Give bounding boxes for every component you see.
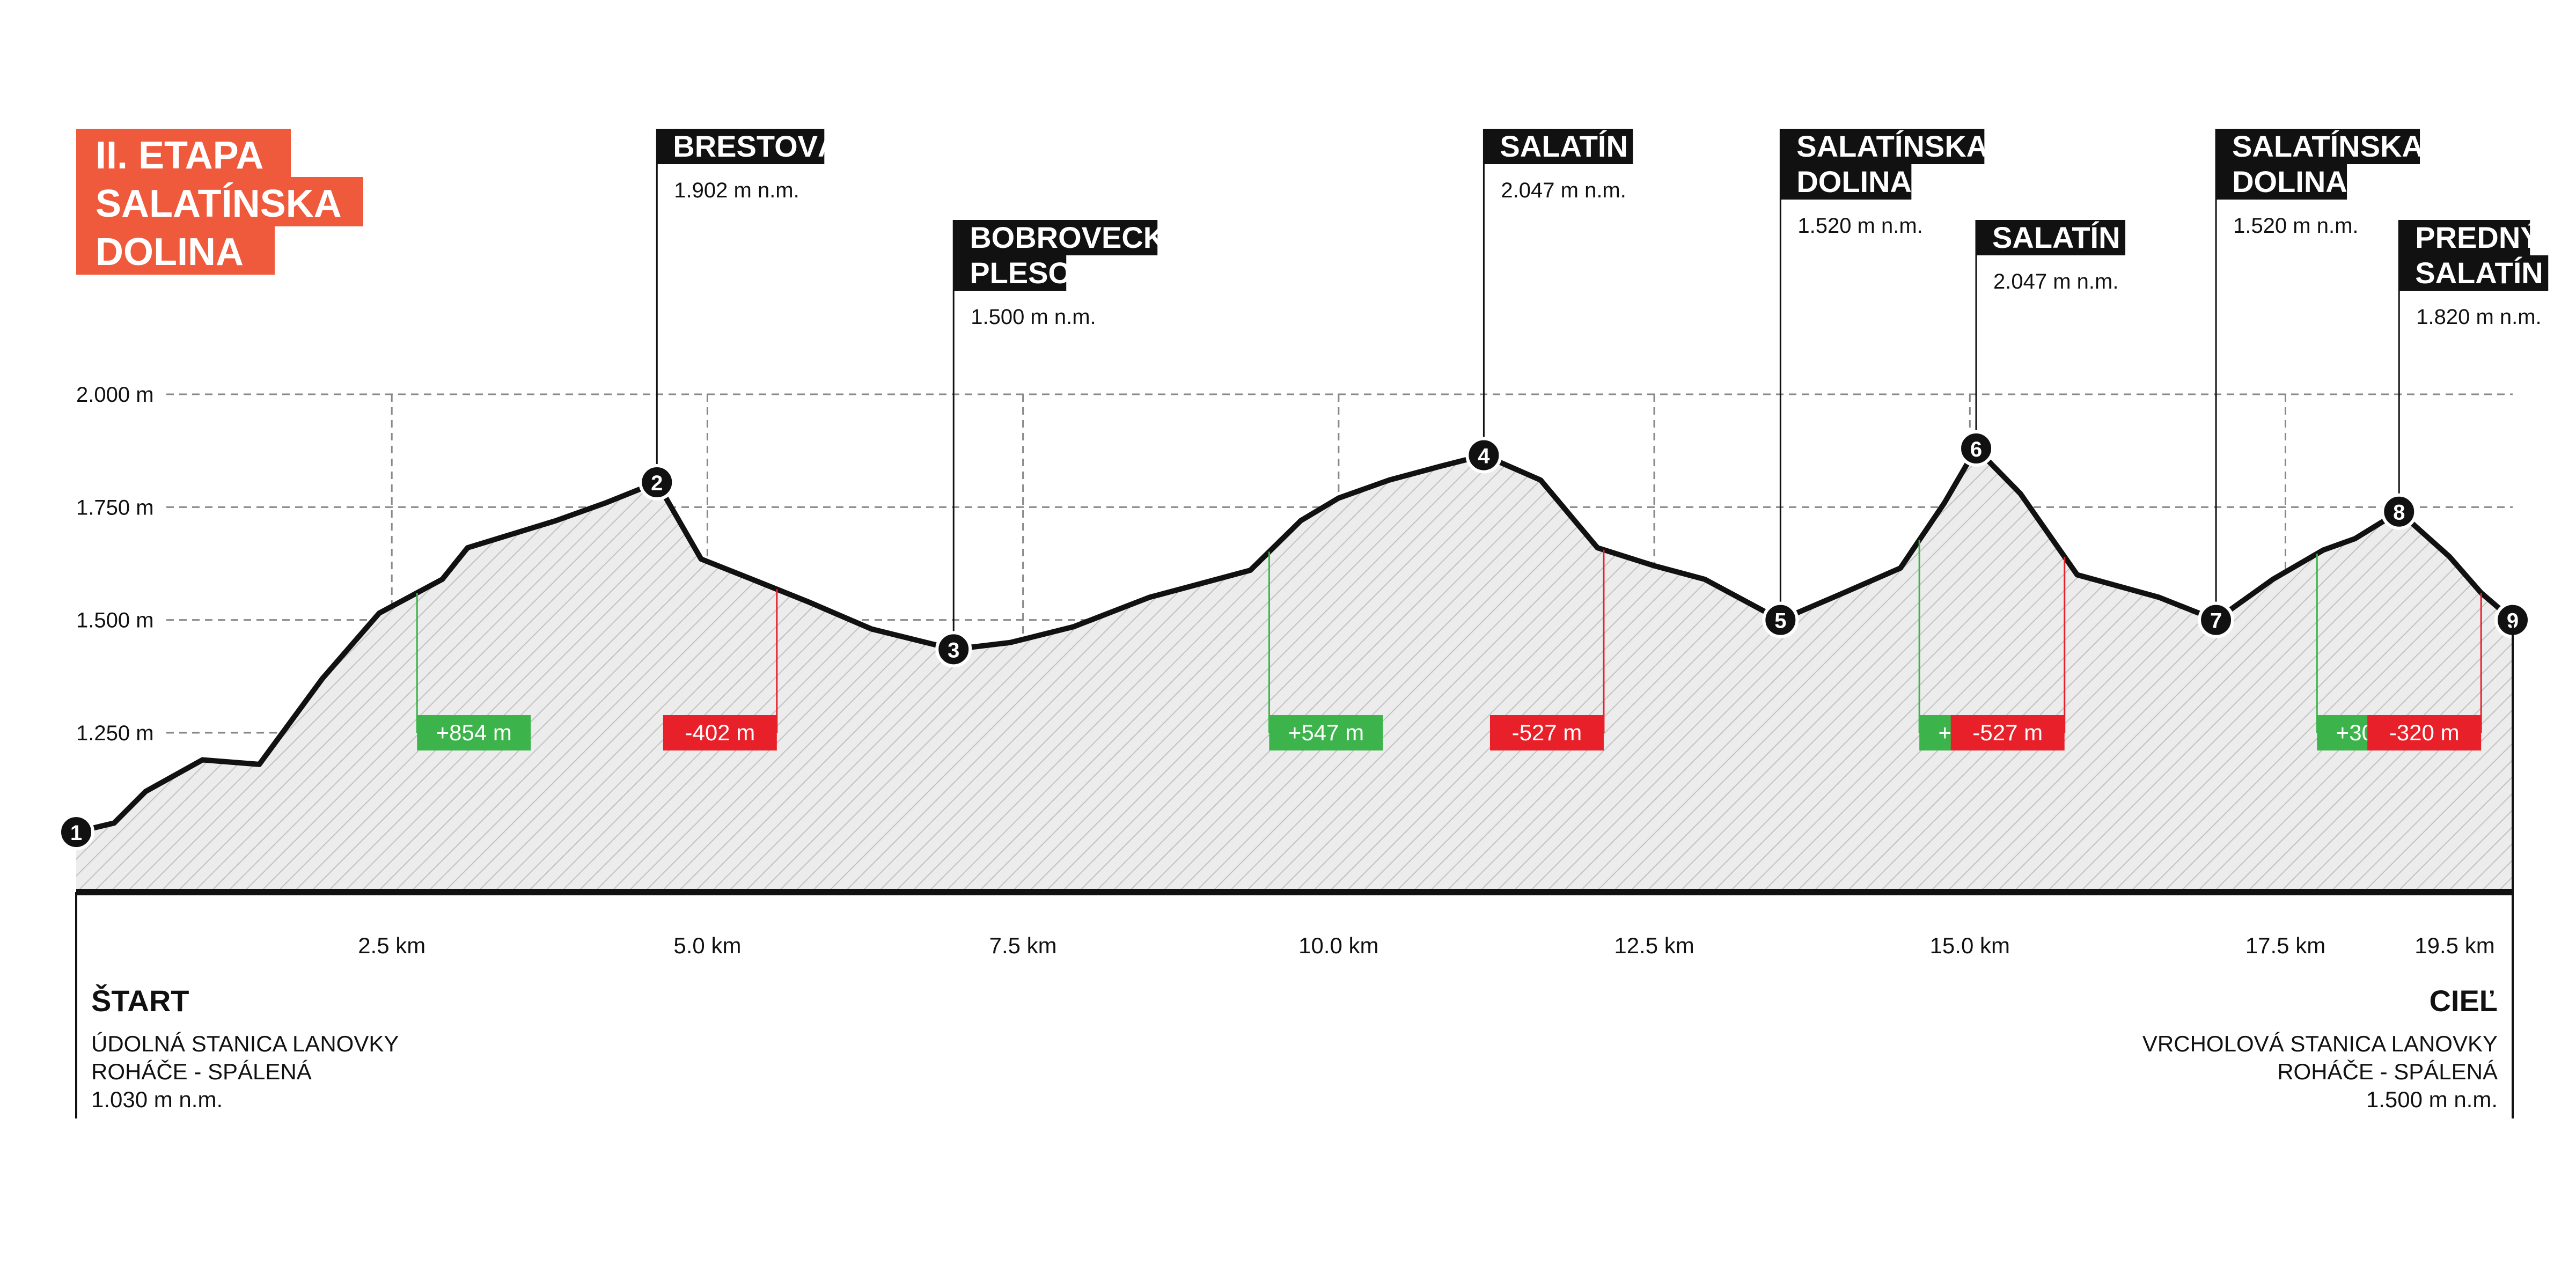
waypoint-marker: [1958, 430, 1995, 467]
stage-title: II. ETAPA SALATÍNSKA DOLINA: [76, 129, 363, 275]
waypoint-name-box: [1780, 164, 1912, 200]
profile-fill: [76, 448, 2513, 892]
y-tick-label: 1.750 m: [76, 496, 154, 519]
waypoint-name-box: [2216, 164, 2347, 200]
waypoint-number: 4: [1478, 445, 1490, 468]
segment-badge-label: -527 m: [1972, 720, 2043, 745]
waypoint-elevation: 1.902 m n.m.: [674, 179, 799, 202]
waypoint-number: 5: [1774, 609, 1786, 633]
title-box: [76, 129, 291, 178]
waypoint-elevation: 2.047 m n.m.: [1993, 270, 2118, 293]
waypoint-number: 6: [1970, 438, 1982, 461]
waypoint-name: SALATÍN: [1500, 129, 1628, 163]
waypoint-name-box: [1484, 129, 1633, 164]
y-tick-label: 2.000 m: [76, 383, 154, 407]
waypoint-name-box: [1976, 220, 2126, 255]
waypoint-name: PLESO: [970, 256, 1072, 290]
footer-info: ŠTART ÚDOLNÁ STANICA LANOVKY ROHÁČE - SPÁL…: [91, 984, 2498, 1112]
waypoint-number: 2: [651, 472, 663, 495]
segment-badge-label: -402 m: [685, 720, 755, 745]
waypoint-marker: [935, 631, 972, 668]
waypoint-name: BRESTOVÁ: [673, 129, 839, 163]
waypoint-number: 3: [948, 638, 959, 662]
waypoint-elevation: 1.500 m n.m.: [971, 305, 1096, 329]
waypoint-marker: [1465, 437, 1502, 474]
x-tick-label: 15.0 km: [1930, 933, 2010, 958]
start-info-line: ROHÁČE - SPÁLENÁ: [91, 1059, 312, 1084]
segment-badge-label: +547 m: [1288, 720, 1364, 745]
waypoint-marker: [639, 464, 676, 501]
segment-badge-label: -527 m: [1512, 720, 1582, 745]
waypoint-marker: [2381, 493, 2418, 530]
waypoint-name-box: [657, 129, 825, 164]
waypoint-marker: [2198, 601, 2235, 638]
waypoint-name-box: [953, 220, 1158, 255]
x-tick-label: 5.0 km: [673, 933, 741, 958]
x-tick-label: 17.5 km: [2245, 933, 2325, 958]
segment-badge-box: [1489, 715, 1604, 750]
segment-badge-box: [1269, 715, 1383, 750]
x-tick-label: 12.5 km: [1614, 933, 1694, 958]
waypoint-name-box: [953, 255, 1067, 291]
waypoint-number: 7: [2210, 609, 2222, 633]
waypoint-elevation: 2.047 m n.m.: [1501, 179, 1626, 202]
profile-line: [75, 446, 2515, 835]
waypoint-name-box: [2399, 220, 2530, 255]
segment-badge-box: [2367, 715, 2482, 750]
waypoint-number: 1: [70, 821, 82, 845]
waypoint-elevation: 1.520 m n.m.: [1797, 214, 1922, 238]
profile-area: [75, 446, 2515, 892]
start-info-line: ÚDOLNÁ STANICA LANOVKY: [91, 1031, 399, 1056]
y-tick-label: 1.500 m: [76, 609, 154, 632]
start-title: ŠTART: [91, 984, 189, 1018]
waypoint-number: 9: [2507, 609, 2519, 633]
segment-badge-box: [663, 715, 777, 750]
segment-badge-label: -320 m: [2389, 720, 2460, 745]
finish-title: CIEĽ: [2429, 984, 2498, 1018]
segment-badge-box: [1950, 715, 2065, 750]
waypoint-marker: [1762, 601, 1799, 638]
start-info-line: 1.030 m n.m.: [91, 1087, 223, 1112]
waypoint-name: SALATÍNSKA: [2232, 129, 2424, 163]
waypoint-name: BOBROVECKÉ: [970, 220, 1185, 254]
x-tick-label: 10.0 km: [1298, 933, 1378, 958]
waypoint-name: DOLINA: [1796, 165, 1912, 198]
y-tick-label: 1.250 m: [76, 722, 154, 745]
x-axis: 2.5 km 5.0 km 7.5 km 10.0 km 12.5 km 15.0 km 1…: [75, 624, 2514, 1118]
finish-info-line: ROHÁČE - SPÁLENÁ: [2277, 1059, 2498, 1084]
segment-badge-box: [417, 715, 531, 750]
waypoint-name: SALATÍNSKA: [1796, 129, 1988, 163]
waypoint-name: DOLINA: [2232, 165, 2347, 198]
waypoint-name-box: [1780, 129, 1985, 164]
finish-info-line: VRCHOLOVÁ STANICA LANOVKY: [2142, 1031, 2498, 1056]
title-box: [76, 177, 363, 226]
segment-guides: [416, 540, 2482, 733]
waypoint-elevation: 1.820 m n.m.: [2416, 305, 2541, 329]
waypoint-marker: [58, 814, 94, 851]
segment-badge-label: +854 m: [436, 720, 512, 745]
title-box: [76, 225, 275, 275]
waypoint-number: 8: [2393, 501, 2405, 525]
waypoint-name: PREDNÝ: [2415, 220, 2540, 254]
waypoint-name: SALATÍN: [2415, 256, 2543, 290]
x-tick-label: 7.5 km: [989, 933, 1057, 958]
waypoint-markers: 1 2 3 4 5 6 7 8 9: [58, 430, 2531, 851]
waypoint-name: SALATÍN: [1992, 220, 2120, 254]
title-line: DOLINA: [96, 231, 244, 274]
waypoint-name-box: [2216, 129, 2420, 164]
x-tick-label: 19.5 km: [2414, 933, 2494, 958]
waypoint-name-box: [2399, 255, 2549, 291]
x-tick-label: 2.5 km: [358, 933, 425, 958]
finish-info-line: 1.500 m n.m.: [2366, 1087, 2498, 1112]
segment-badges: +854 m-402 m+547 m-527 m+527 m-527 m+300…: [417, 715, 2482, 750]
title-line: SALATÍNSKA: [96, 182, 342, 225]
title-line: II. ETAPA: [96, 134, 263, 177]
waypoint-elevation: 1.520 m n.m.: [2233, 214, 2358, 238]
